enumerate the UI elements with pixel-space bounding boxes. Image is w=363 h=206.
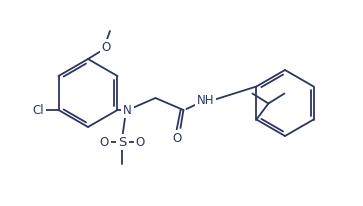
Text: S: S	[118, 136, 127, 149]
Text: N: N	[123, 103, 132, 117]
Text: Cl: Cl	[33, 103, 44, 117]
Text: O: O	[173, 131, 182, 144]
Text: NH: NH	[197, 94, 214, 107]
Text: O: O	[136, 136, 145, 149]
Text: O: O	[101, 41, 111, 54]
Text: O: O	[100, 136, 109, 149]
